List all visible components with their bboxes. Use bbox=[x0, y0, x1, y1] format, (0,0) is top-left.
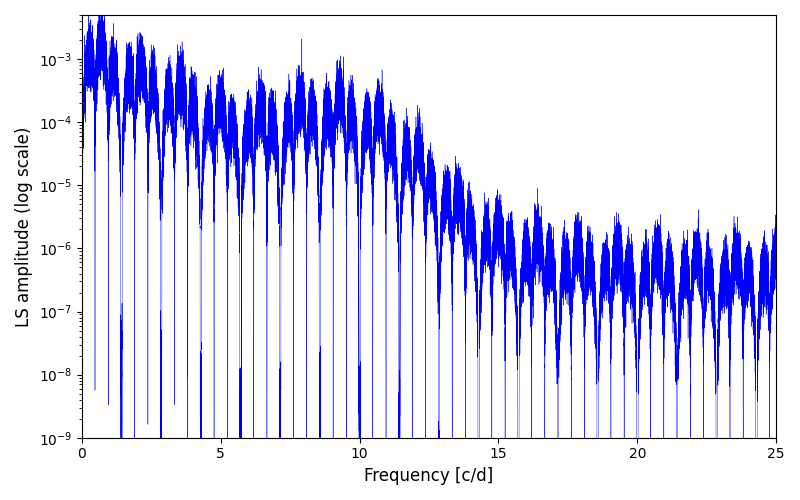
Y-axis label: LS amplitude (log scale): LS amplitude (log scale) bbox=[15, 126, 33, 326]
X-axis label: Frequency [c/d]: Frequency [c/d] bbox=[364, 467, 494, 485]
